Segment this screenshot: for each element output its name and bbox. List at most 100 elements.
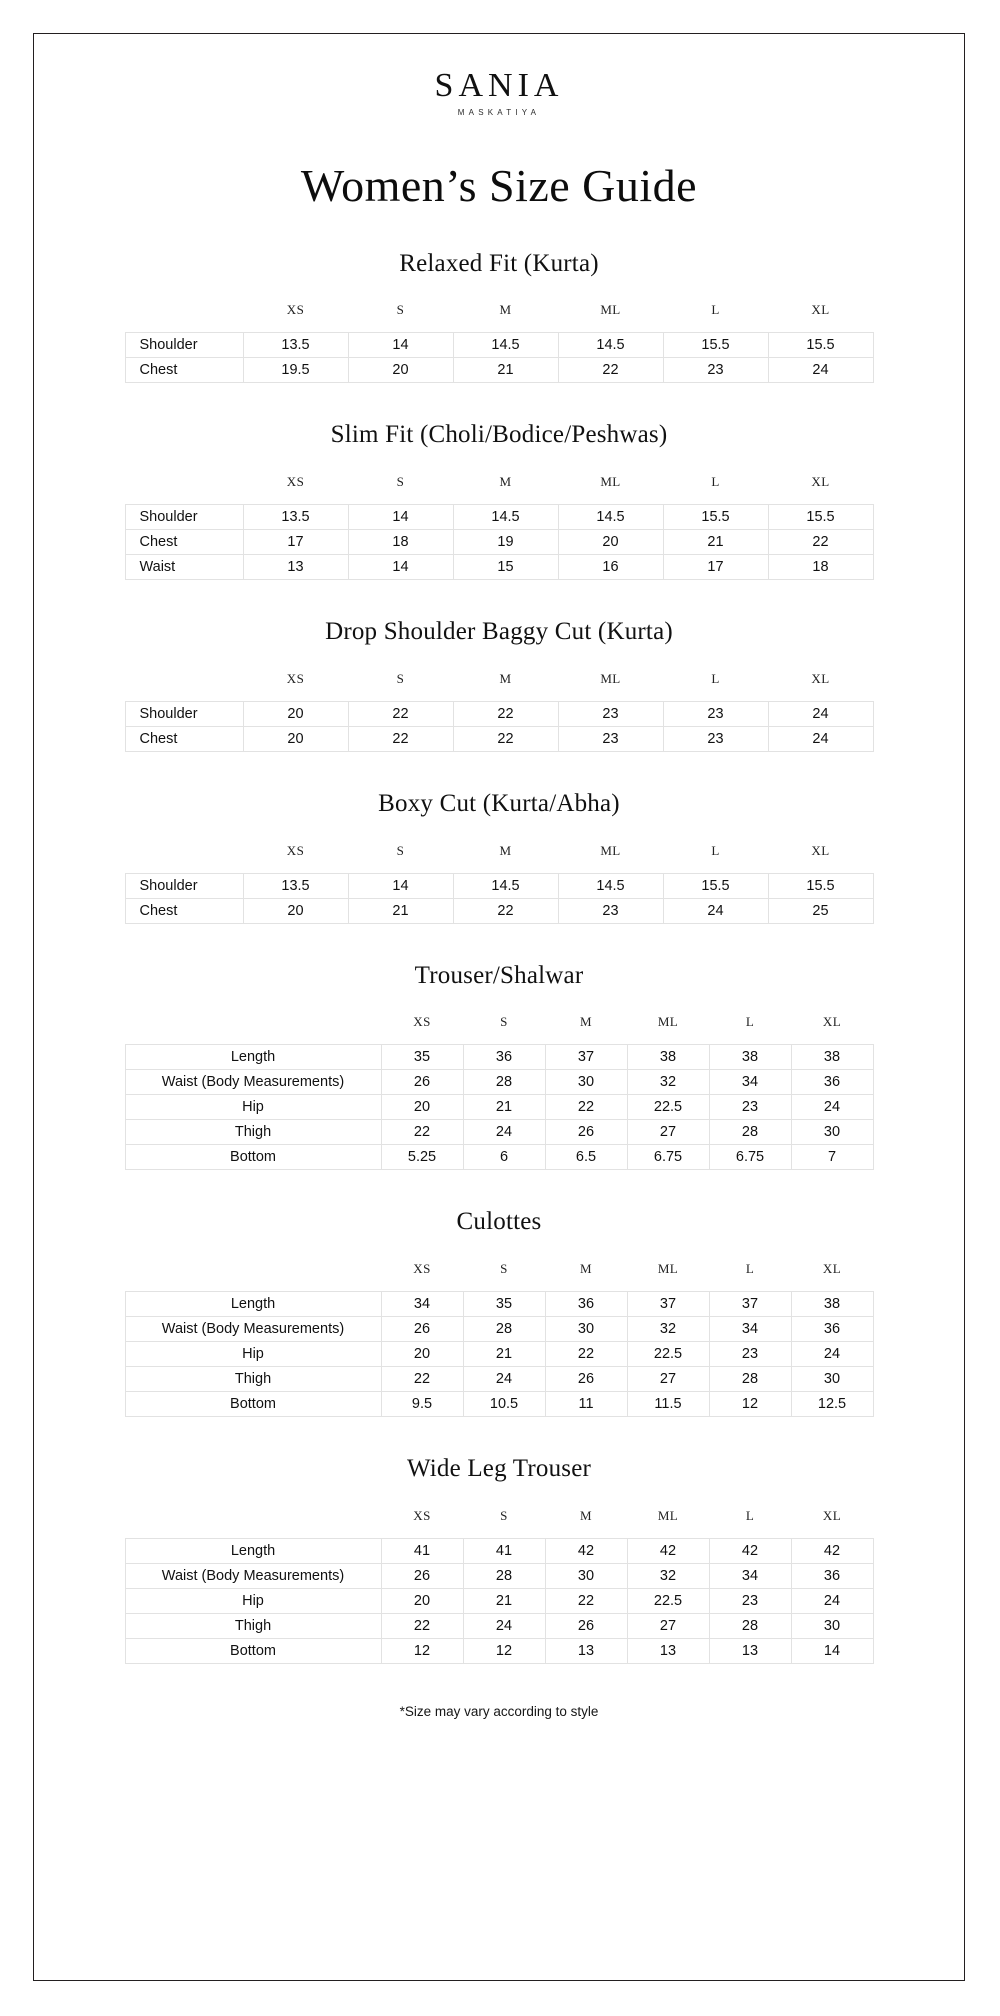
measurement-value: 41 bbox=[462, 1537, 546, 1564]
table-corner-cell bbox=[125, 839, 243, 874]
table-row: Chest 20 22 22 23 23 24 bbox=[124, 725, 874, 752]
measurement-value: 7 bbox=[790, 1144, 874, 1171]
measurement-value: 24 bbox=[790, 1587, 874, 1614]
measurement-value: 21 bbox=[462, 1094, 546, 1121]
measurement-value: 37 bbox=[708, 1291, 792, 1318]
measurement-value: 5.25 bbox=[380, 1144, 464, 1171]
table-header-row: XS S M ML L XL bbox=[125, 298, 873, 333]
measurement-value: 36 bbox=[790, 1316, 874, 1343]
measurement-value: 22 bbox=[544, 1587, 628, 1614]
measurement-value: 28 bbox=[708, 1119, 792, 1146]
measurement-value: 20 bbox=[380, 1094, 464, 1121]
size-sections: Relaxed Fit (Kurta) XS S M ML L XL Shoulder 13.5… bbox=[34, 250, 964, 1664]
measurement-value: 24 bbox=[767, 725, 874, 752]
size-column-header: XL bbox=[811, 842, 830, 858]
measurement-value: 12 bbox=[462, 1637, 546, 1664]
measurement-value: 24 bbox=[462, 1119, 546, 1146]
measurement-value: 12 bbox=[380, 1637, 464, 1664]
size-column-header: S bbox=[500, 1261, 508, 1277]
measurement-value: 22 bbox=[347, 700, 454, 727]
table-row: Shoulder 20 22 22 23 23 24 bbox=[124, 700, 874, 727]
measurement-value: 22 bbox=[767, 529, 874, 556]
brand-subtitle: MASKATIYA bbox=[457, 107, 541, 117]
measurement-value: 20 bbox=[242, 725, 349, 752]
measurement-value: 35 bbox=[462, 1291, 546, 1318]
size-column-header: XS bbox=[413, 1261, 431, 1277]
table-row: Waist (Body Measurements) 26 28 30 32 34 36 bbox=[124, 1562, 874, 1589]
measurement-value: 36 bbox=[544, 1291, 628, 1318]
measurement-label: Thigh bbox=[124, 1612, 382, 1639]
measurement-label: Length bbox=[124, 1291, 382, 1318]
size-column-header: S bbox=[500, 1507, 508, 1523]
measurement-value: 30 bbox=[544, 1316, 628, 1343]
measurement-value: 11 bbox=[544, 1391, 628, 1418]
measurement-label: Length bbox=[124, 1044, 382, 1071]
size-column-header: M bbox=[499, 670, 512, 686]
measurement-value: 23 bbox=[557, 897, 664, 924]
size-column-header: L bbox=[711, 474, 720, 490]
measurement-value: 14.5 bbox=[557, 332, 664, 359]
size-column-header: ML bbox=[600, 302, 621, 318]
measurement-value: 26 bbox=[544, 1119, 628, 1146]
measurement-label: Chest bbox=[124, 357, 244, 384]
size-column-header: XL bbox=[822, 1261, 842, 1277]
measurement-value: 14 bbox=[347, 872, 454, 899]
measurement-value: 28 bbox=[708, 1612, 792, 1639]
measurement-label: Chest bbox=[124, 725, 244, 752]
table-header-row: XS S M ML L XL bbox=[125, 1504, 873, 1539]
size-column-header: XL bbox=[811, 302, 830, 318]
measurement-value: 34 bbox=[708, 1562, 792, 1589]
size-table: XS S M ML L XL Length 35 36 37 38 38 38 Waist (Body M… bbox=[124, 1010, 874, 1171]
measurement-value: 21 bbox=[462, 1341, 546, 1368]
measurement-value: 19 bbox=[452, 529, 559, 556]
section-title: Drop Shoulder Baggy Cut (Kurta) bbox=[325, 618, 673, 646]
section-title: Culottes bbox=[456, 1208, 542, 1236]
measurement-value: 20 bbox=[380, 1341, 464, 1368]
measurement-label: Bottom bbox=[124, 1391, 382, 1418]
brand-name: SANIA bbox=[434, 67, 564, 104]
measurement-value: 41 bbox=[380, 1537, 464, 1564]
measurement-value: 27 bbox=[626, 1612, 710, 1639]
measurement-value: 23 bbox=[557, 700, 664, 727]
measurement-label: Bottom bbox=[124, 1637, 382, 1664]
table-row: Shoulder 13.5 14 14.5 14.5 15.5 15.5 bbox=[124, 872, 874, 899]
measurement-value: 24 bbox=[767, 700, 874, 727]
measurement-value: 13 bbox=[626, 1637, 710, 1664]
measurement-value: 30 bbox=[790, 1366, 874, 1393]
size-column-header: XS bbox=[286, 842, 305, 858]
measurement-value: 37 bbox=[626, 1291, 710, 1318]
measurement-value: 36 bbox=[790, 1069, 874, 1096]
measurement-label: Bottom bbox=[124, 1144, 382, 1171]
table-row: Chest 20 21 22 23 24 25 bbox=[124, 897, 874, 924]
size-column-header: L bbox=[711, 842, 720, 858]
size-column-header: S bbox=[500, 1014, 508, 1030]
size-section: Wide Leg Trouser XS S M ML L XL Length 41 41 42 42 4… bbox=[34, 1455, 964, 1664]
measurement-value: 32 bbox=[626, 1316, 710, 1343]
measurement-value: 15.5 bbox=[767, 504, 874, 531]
size-column-header: M bbox=[580, 1507, 592, 1523]
measurement-value: 6.75 bbox=[708, 1144, 792, 1171]
table-row: Thigh 22 24 26 27 28 30 bbox=[124, 1366, 874, 1393]
measurement-value: 34 bbox=[708, 1316, 792, 1343]
measurement-value: 20 bbox=[242, 897, 349, 924]
measurement-value: 23 bbox=[557, 725, 664, 752]
section-title: Boxy Cut (Kurta/Abha) bbox=[378, 789, 620, 817]
table-row: Bottom 5.25 6 6.5 6.75 6.75 7 bbox=[124, 1144, 874, 1171]
table-row: Length 34 35 36 37 37 38 bbox=[124, 1291, 874, 1318]
measurement-value: 20 bbox=[380, 1587, 464, 1614]
measurement-value: 13.5 bbox=[242, 504, 349, 531]
size-column-header: XL bbox=[811, 670, 830, 686]
measurement-value: 18 bbox=[347, 529, 454, 556]
measurement-value: 28 bbox=[462, 1316, 546, 1343]
size-column-header: L bbox=[711, 670, 720, 686]
table-row: Length 41 41 42 42 42 42 bbox=[124, 1537, 874, 1564]
measurement-value: 23 bbox=[662, 725, 769, 752]
size-column-header: S bbox=[396, 474, 405, 490]
measurement-value: 10.5 bbox=[462, 1391, 546, 1418]
measurement-value: 6.75 bbox=[626, 1144, 710, 1171]
measurement-value: 13.5 bbox=[242, 872, 349, 899]
measurement-value: 26 bbox=[380, 1316, 464, 1343]
measurement-value: 22 bbox=[347, 725, 454, 752]
table-row: Hip 20 21 22 22.5 23 24 bbox=[124, 1094, 874, 1121]
measurement-value: 22 bbox=[380, 1119, 464, 1146]
